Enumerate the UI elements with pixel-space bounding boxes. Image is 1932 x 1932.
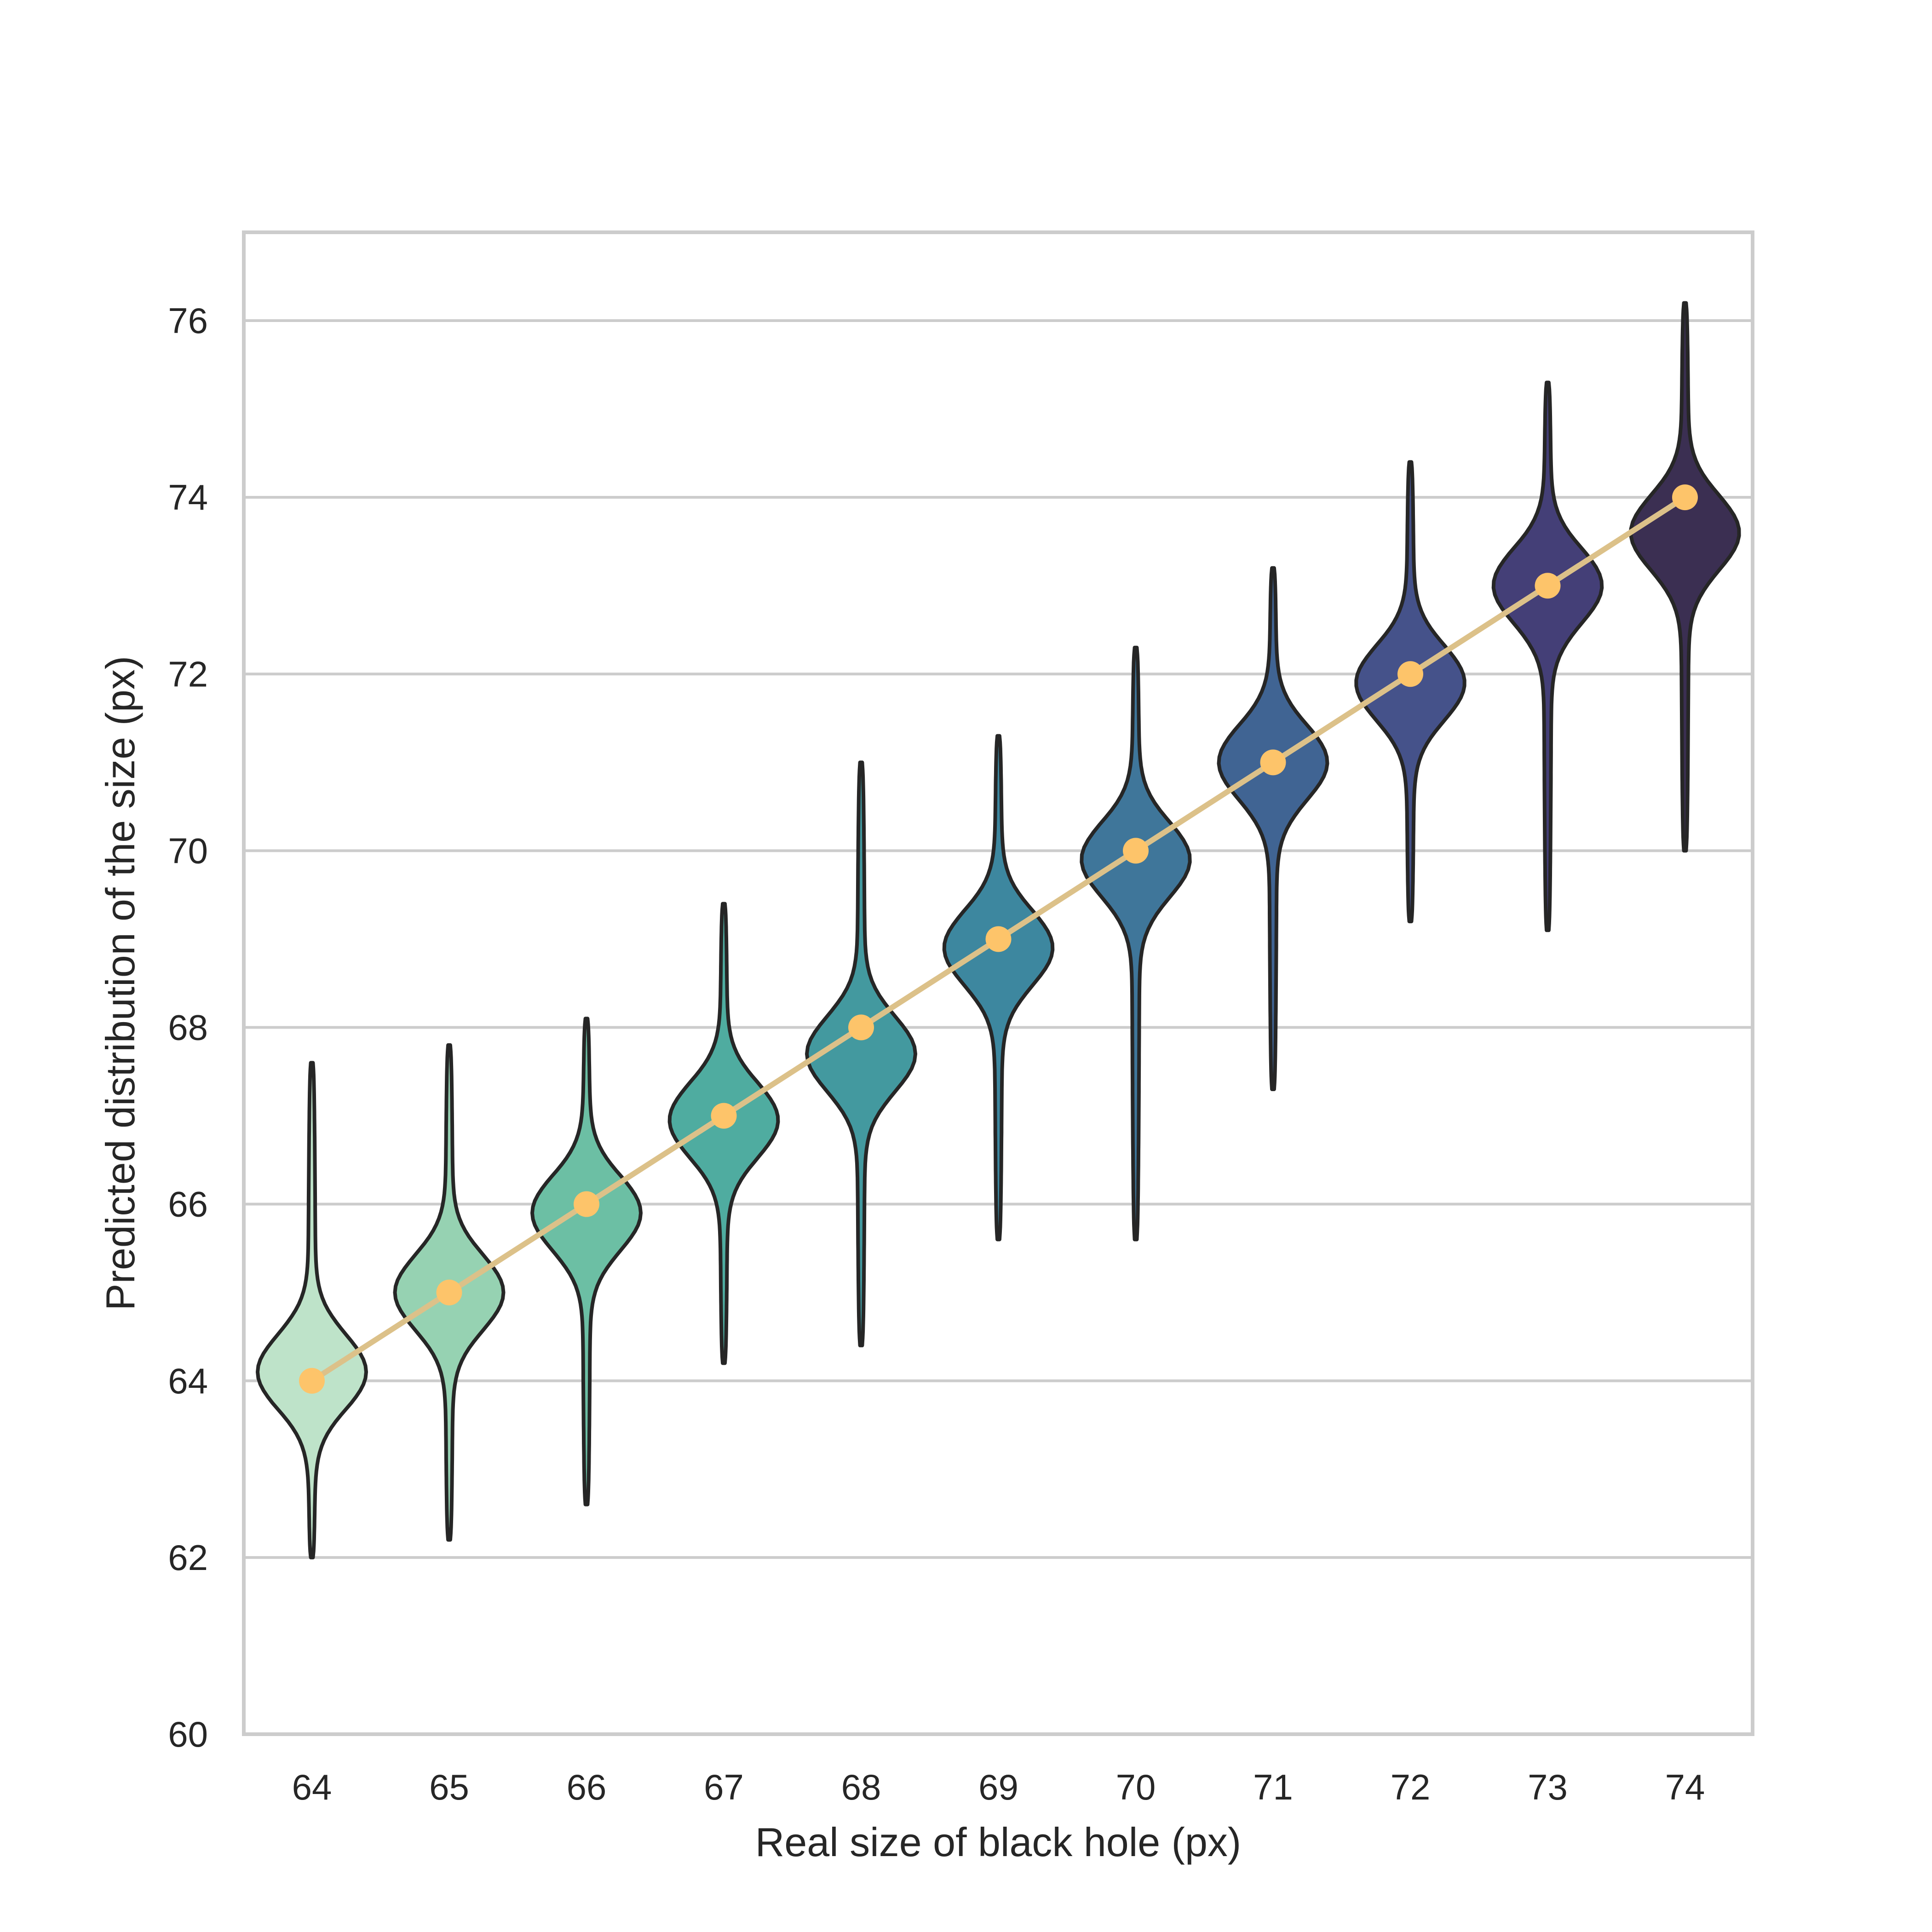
x-tick-label: 73: [1528, 1767, 1568, 1807]
x-tick-label: 68: [841, 1767, 881, 1807]
y-tick-label: 62: [168, 1537, 208, 1578]
trend-point: [299, 1368, 325, 1394]
trend-point: [436, 1279, 462, 1305]
plot-frame: [242, 230, 1754, 1736]
x-tick-label: 71: [1253, 1767, 1293, 1807]
y-tick-label: 66: [168, 1184, 208, 1225]
violin-70: [1080, 645, 1192, 1242]
x-tick-label: 66: [567, 1767, 607, 1807]
x-tick-label: 72: [1391, 1767, 1431, 1807]
violin-67: [667, 902, 780, 1365]
violin-64: [256, 1061, 368, 1559]
trend-point: [711, 1103, 737, 1129]
y-tick-labels: 60 62 64 66 68 70 72 74 76: [168, 300, 208, 1754]
violin-73: [1491, 380, 1604, 932]
y-tick-label: 64: [168, 1361, 208, 1401]
y-tick-label: 76: [168, 300, 208, 341]
trend-point: [1672, 484, 1698, 511]
trend-point: [985, 926, 1012, 952]
y-tick-label: 60: [168, 1714, 208, 1754]
trend-point: [1123, 838, 1149, 864]
y-tick-label: 70: [168, 830, 208, 871]
trend-line: [299, 484, 1698, 1394]
violin-72: [1354, 460, 1466, 924]
trend-point: [1535, 573, 1561, 599]
x-tick-label: 69: [978, 1767, 1018, 1807]
trend-point: [574, 1191, 599, 1217]
violin-74: [1629, 301, 1741, 853]
y-axis-label: Predicted distribution of the size (px): [98, 656, 143, 1311]
x-tick-labels: 64 65 66 67 68 69 70 71 72 73 74: [292, 1767, 1705, 1807]
x-tick-label: 67: [704, 1767, 744, 1807]
violin-68: [805, 760, 917, 1347]
violin-69: [942, 734, 1055, 1242]
trend-point: [848, 1014, 874, 1041]
violin-66: [530, 1017, 643, 1506]
violin-71: [1217, 566, 1329, 1091]
y-tick-label: 74: [168, 477, 208, 518]
trend-point: [1397, 661, 1423, 687]
x-tick-label: 65: [429, 1767, 469, 1807]
y-tick-label: 72: [168, 654, 208, 694]
x-axis-label: Real size of black hole (px): [755, 1819, 1241, 1865]
x-tick-label: 74: [1665, 1767, 1705, 1807]
x-tick-label: 64: [292, 1767, 332, 1807]
x-tick-label: 70: [1116, 1767, 1156, 1807]
y-tick-label: 68: [168, 1007, 208, 1048]
trend-point: [1260, 749, 1286, 776]
